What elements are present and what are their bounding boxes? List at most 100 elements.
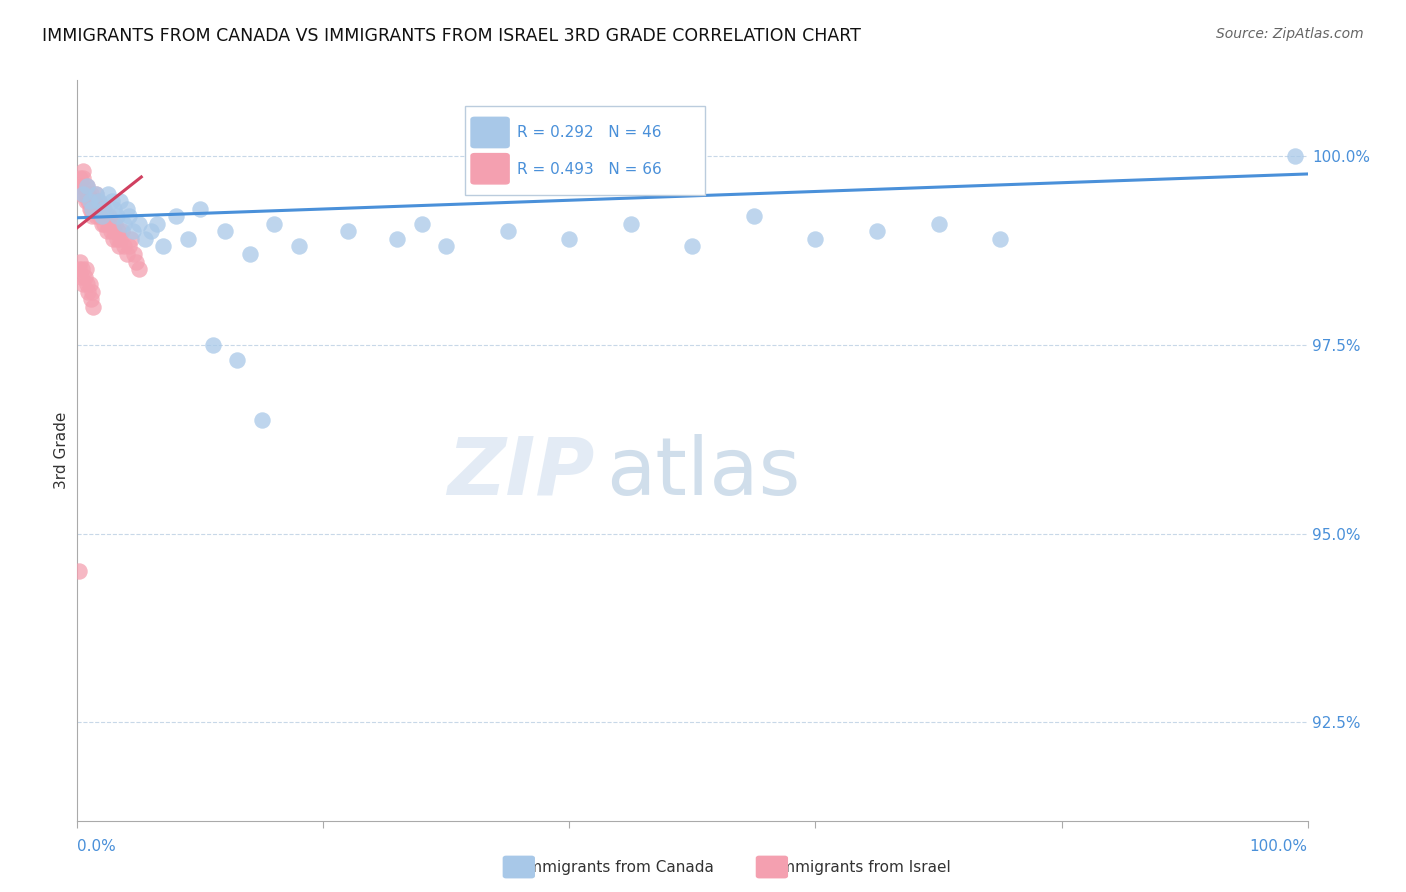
Point [112,217,135,231]
Point [79,194,101,209]
Point [93,217,115,231]
Point [141,224,163,238]
Point [70,269,93,284]
Point [928,217,950,231]
Point [82,194,104,209]
Point [682,239,704,253]
Point [121,224,143,238]
Point [89,209,111,223]
Point [80,186,103,201]
Point [87,194,110,209]
Point [118,209,141,223]
Point [115,202,138,216]
FancyBboxPatch shape [471,153,509,184]
Text: IMMIGRANTS FROM CANADA VS IMMIGRANTS FROM ISRAEL 3RD GRADE CORRELATION CHART: IMMIGRANTS FROM CANADA VS IMMIGRANTS FRO… [42,27,860,45]
Point [558,232,581,246]
Point [84,209,107,223]
Point [988,232,1011,246]
Point [337,224,360,238]
Point [79,194,101,209]
Point [86,202,108,216]
Point [111,224,132,238]
Point [82,202,104,216]
Point [90,217,114,231]
Point [72,164,94,178]
Point [70,186,93,201]
Text: Source: ZipAtlas.com: Source: ZipAtlas.com [1216,27,1364,41]
Point [77,285,100,299]
Point [100,224,122,238]
Point [77,186,100,201]
Point [101,232,124,246]
Point [90,202,112,216]
Point [76,186,98,201]
Text: 0.0%: 0.0% [77,839,117,855]
Point [1284,149,1306,163]
Point [67,262,90,277]
Point [97,217,120,231]
Point [103,224,125,238]
Point [288,239,311,253]
Point [152,239,174,253]
Point [82,202,104,216]
Point [122,247,145,261]
Point [128,217,150,231]
Point [75,262,97,277]
Point [104,217,127,231]
Point [214,224,236,238]
Point [146,217,169,231]
Point [134,232,156,246]
Point [84,186,107,201]
Point [620,217,643,231]
Point [866,224,889,238]
Point [73,269,96,284]
Text: ZIP: ZIP [447,434,595,512]
Point [91,202,114,216]
Text: Immigrants from Canada: Immigrants from Canada [513,860,714,874]
Point [101,217,124,231]
Point [101,194,124,209]
Point [70,179,93,194]
Point [67,565,90,579]
Point [76,179,98,194]
Point [89,194,111,209]
Point [82,300,104,314]
FancyBboxPatch shape [465,106,704,195]
Point [108,239,131,253]
Point [76,179,98,194]
Point [69,254,91,268]
Text: 100.0%: 100.0% [1250,839,1308,855]
Point [177,232,200,246]
Point [125,254,148,268]
Point [201,337,224,351]
Point [263,217,285,231]
Point [118,239,141,253]
Text: R = 0.292   N = 46: R = 0.292 N = 46 [516,126,661,140]
Point [80,202,103,216]
Point [76,277,98,292]
Point [128,262,150,277]
Point [411,217,433,231]
Point [72,171,94,186]
Y-axis label: 3rd Grade: 3rd Grade [53,412,69,489]
Point [80,293,103,307]
Point [250,413,273,427]
Point [72,277,94,292]
Point [84,186,107,201]
Point [93,202,115,216]
Point [67,179,90,194]
Point [75,179,97,194]
Point [436,239,458,253]
Point [82,285,104,299]
Point [79,277,101,292]
Point [385,232,409,246]
Text: Immigrants from Israel: Immigrants from Israel [766,860,950,874]
Point [79,202,101,216]
Point [98,209,121,223]
Point [107,224,129,238]
Point [105,209,128,223]
Point [110,194,132,209]
Point [165,209,187,223]
Point [226,352,249,367]
Point [69,171,91,186]
